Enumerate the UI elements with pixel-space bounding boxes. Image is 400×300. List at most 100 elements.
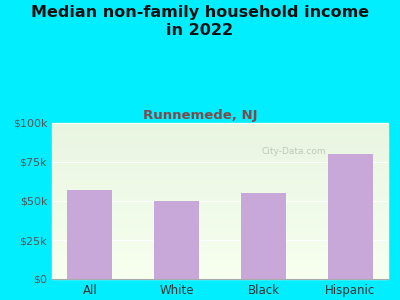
Bar [52,126,388,128]
Bar [52,140,388,142]
Bar [52,217,388,218]
Bar [52,273,388,274]
Bar [52,179,388,181]
Text: Median non-family household income
in 2022: Median non-family household income in 20… [31,4,369,38]
Bar [52,246,388,248]
Bar [52,190,388,192]
Bar [52,204,388,206]
Bar [52,196,388,198]
Bar [52,181,388,182]
Bar [52,162,388,164]
Bar [52,124,388,126]
Bar [52,215,388,217]
Bar [52,271,388,273]
Bar [52,240,388,242]
Bar [52,209,388,210]
Bar [241,193,286,279]
Bar [52,167,388,168]
Bar [52,221,388,223]
Bar [52,231,388,232]
Bar [52,210,388,212]
Bar [52,262,388,263]
Bar [52,175,388,176]
Bar [52,145,388,146]
Bar [52,278,388,279]
Bar [52,243,388,245]
Bar [52,192,388,193]
Bar [52,201,388,202]
Bar [52,268,388,270]
Bar [52,266,388,268]
Bar [52,206,388,207]
Bar [52,251,388,253]
Bar [52,242,388,243]
Bar [52,276,388,278]
Bar [52,226,388,227]
Bar [52,168,388,170]
Bar [52,245,388,246]
Bar [52,132,388,134]
Bar [52,224,388,226]
Bar [52,200,388,201]
Text: City-Data.com: City-Data.com [262,147,326,156]
Bar [52,265,388,266]
Bar [52,139,388,140]
Bar [52,263,388,265]
Bar [52,131,388,132]
Bar [52,151,388,153]
Bar [52,176,388,178]
Bar [52,248,388,249]
Bar [52,157,388,159]
Bar [52,187,388,188]
Bar [52,159,388,160]
Bar [52,185,388,187]
Bar [52,164,388,165]
Bar [52,134,388,136]
Bar [52,212,388,214]
Bar [52,220,388,221]
Bar [52,249,388,251]
Bar [52,160,388,162]
Bar [52,171,388,173]
Bar [328,154,373,279]
Bar [52,149,388,151]
Bar [52,136,388,137]
Text: Runnemede, NJ: Runnemede, NJ [143,110,257,122]
Bar [52,195,388,196]
Bar [52,253,388,254]
Bar [52,207,388,209]
Bar [52,154,388,156]
Bar [67,190,112,279]
Bar [52,153,388,154]
Bar [52,238,388,240]
Bar [52,129,388,131]
Bar [52,202,388,204]
Bar [52,235,388,237]
Bar [52,232,388,234]
Bar [52,182,388,184]
Bar [52,234,388,235]
Bar [52,146,388,148]
Bar [52,128,388,129]
Bar [52,178,388,179]
Bar [52,123,388,124]
Bar [52,137,388,139]
Bar [52,198,388,200]
Bar [52,142,388,143]
Bar [52,254,388,256]
Bar [52,193,388,195]
Bar [52,237,388,238]
Bar [154,201,199,279]
Bar [52,259,388,260]
Bar [52,143,388,145]
Bar [52,229,388,231]
Bar [52,223,388,224]
Bar [52,214,388,215]
Bar [52,274,388,276]
Bar [52,270,388,271]
Bar [52,256,388,257]
Bar [52,165,388,167]
Bar [52,184,388,185]
Bar [52,227,388,229]
Bar [52,260,388,262]
